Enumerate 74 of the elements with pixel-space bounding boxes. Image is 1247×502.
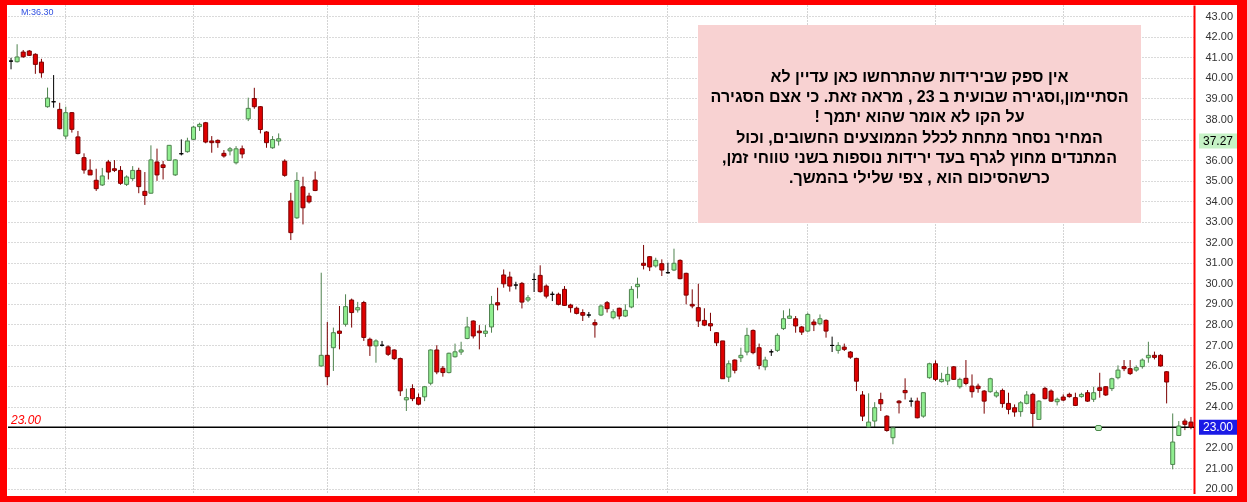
y-tick-label: 38.00 xyxy=(1205,112,1234,125)
candlestick xyxy=(63,106,69,140)
y-tick-label: 27.00 xyxy=(1205,338,1234,351)
candlestick xyxy=(8,57,14,70)
candlestick xyxy=(343,293,349,328)
candlestick xyxy=(1145,341,1151,364)
y-tick-label: 30.00 xyxy=(1205,276,1234,289)
candlestick xyxy=(853,357,859,392)
candlestick xyxy=(1164,370,1170,404)
candlestick xyxy=(902,377,908,400)
candlestick xyxy=(744,327,750,356)
candlestick xyxy=(878,392,884,412)
candlestick xyxy=(403,388,409,412)
candlestick xyxy=(57,102,63,130)
y-tick-label: 42.00 xyxy=(1205,30,1234,43)
candlestick xyxy=(93,168,99,192)
candlestick xyxy=(519,281,525,309)
candlestick xyxy=(69,111,75,134)
candlestick xyxy=(823,318,829,339)
y-tick-label: 28.00 xyxy=(1205,317,1234,330)
candlestick xyxy=(142,171,148,206)
candlestick xyxy=(318,272,324,368)
y-tick-label: 31.00 xyxy=(1205,256,1234,269)
candlestick xyxy=(860,390,866,422)
y-tick-label: 21.00 xyxy=(1205,461,1234,474)
y-tick-label: 36.00 xyxy=(1205,153,1234,166)
y-tick-label: 29.00 xyxy=(1205,297,1234,310)
candlestick xyxy=(489,295,495,334)
candlestick xyxy=(592,318,598,339)
candlestick xyxy=(45,87,51,109)
y-tick-label: 22.00 xyxy=(1205,441,1234,454)
candlestick xyxy=(1170,412,1176,470)
candlestick xyxy=(981,389,987,415)
y-tick-label: 33.00 xyxy=(1205,215,1234,228)
candlestick xyxy=(245,97,251,122)
candlestick xyxy=(495,287,501,311)
candlestick xyxy=(14,43,20,64)
text: 23.00 xyxy=(1202,420,1234,435)
y-tick-label: 35.00 xyxy=(1205,174,1234,187)
candlestick xyxy=(774,332,780,353)
candlestick xyxy=(933,359,939,382)
y-tick-label: 32.00 xyxy=(1205,235,1234,248)
ref-line-label: 23.00 xyxy=(10,413,42,428)
annotation: אין ספק שבירידות שהתרחשו כאן עדיין לא הסתיימון,וסגירה שבועית ב 23 , מראה זאת. כי אצם הסגירה על הקו לא אומר שהוא יתמך ! המחיר נסחר מתחת לכלל הממוצעים החשובים, וכול המתנדים מחוץ לגרף בעד ירידות נוספות בשני טווחי זמן, כרשהסיכום הוא , צפי שלילי בהמשך. xyxy=(710,68,1129,186)
candlestick xyxy=(349,298,355,329)
y-tick-label: 26.00 xyxy=(1205,359,1234,372)
candlestick xyxy=(920,392,926,419)
candlestick xyxy=(221,149,227,159)
annotation: M:36.30 xyxy=(21,7,54,17)
candlestick xyxy=(963,359,969,386)
y-tick-label: 20.00 xyxy=(1205,482,1234,495)
text: 37.27 xyxy=(1202,134,1234,148)
candlestick xyxy=(896,399,902,414)
y-tick-label: 43.00 xyxy=(1205,9,1234,22)
candlestick xyxy=(373,338,379,364)
candlestick xyxy=(811,318,817,332)
candlestick xyxy=(136,167,142,194)
candlestick xyxy=(817,313,823,326)
y-tick-label: 34.00 xyxy=(1205,194,1234,207)
candlestick xyxy=(513,281,519,290)
y-tick-label: 24.00 xyxy=(1205,400,1234,413)
y-tick-label: 40.00 xyxy=(1205,71,1234,84)
candlestick xyxy=(367,337,373,357)
candlestick xyxy=(726,359,732,383)
candlestick xyxy=(1030,392,1036,429)
candlestick xyxy=(689,288,695,309)
y-tick-label: 41.00 xyxy=(1205,50,1234,63)
candlestick xyxy=(330,327,336,372)
candlestick xyxy=(324,321,330,386)
y-tick-label: 25.00 xyxy=(1205,379,1234,392)
candlestick xyxy=(336,305,342,350)
candlestick xyxy=(738,347,744,363)
y-tick-label: 39.00 xyxy=(1205,91,1234,104)
candlestick xyxy=(634,277,640,299)
